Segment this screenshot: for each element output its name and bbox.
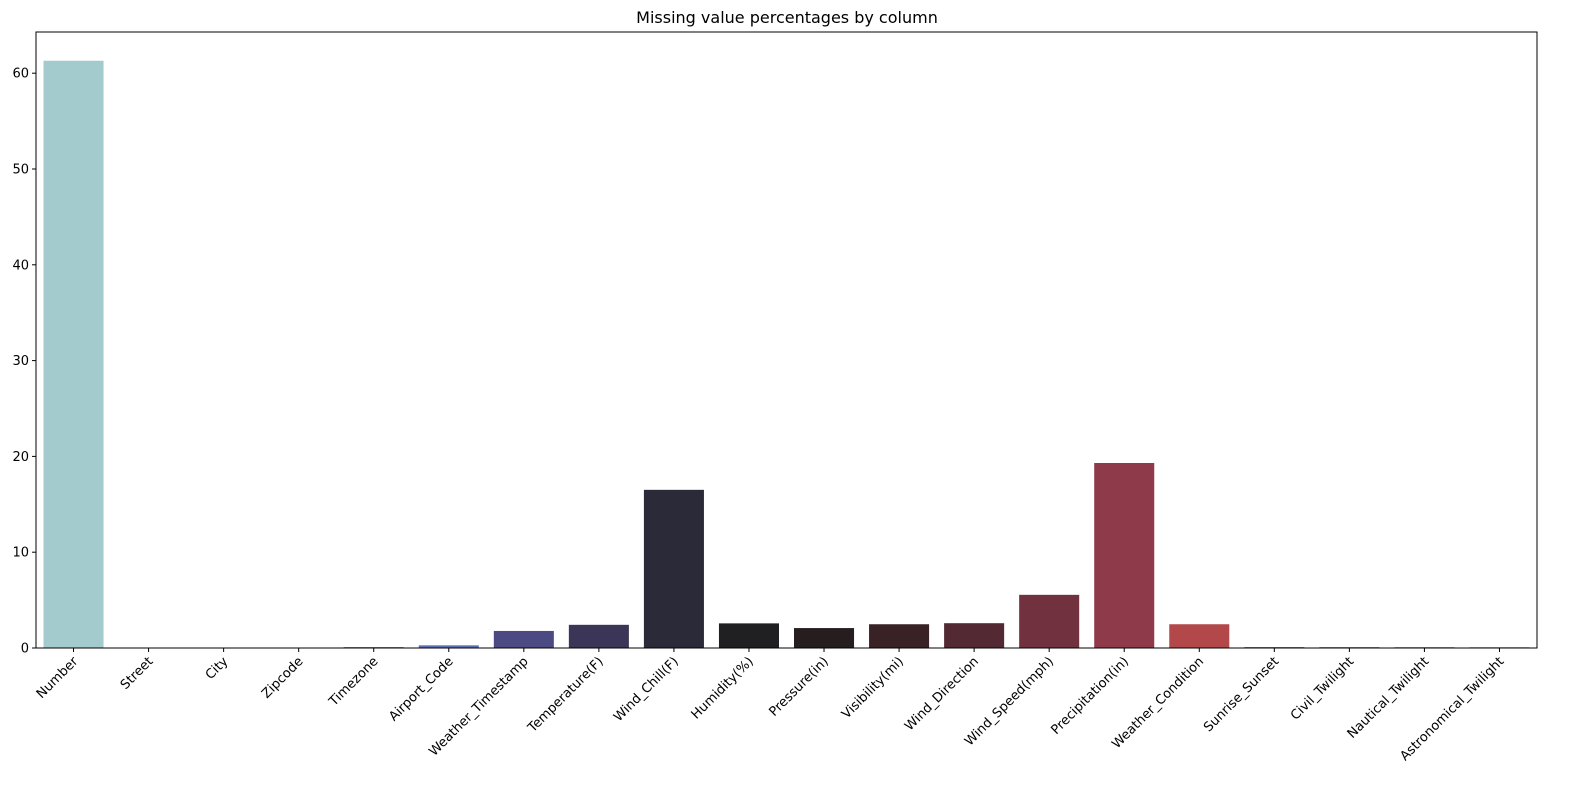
bar-precipitation-in — [1094, 463, 1155, 648]
x-tick-label: Sunrise_Sunset — [1201, 654, 1282, 735]
x-tick-label: Zipcode — [259, 654, 306, 701]
bar-wind-chill-f — [643, 489, 704, 648]
x-tick-label: Number — [34, 654, 82, 702]
bar-wind-direction — [944, 623, 1005, 648]
bar-weather-condition — [1169, 624, 1230, 648]
x-tick-label: Precipitation(in) — [1048, 654, 1132, 738]
x-tick-label: Airport_Code — [386, 654, 456, 724]
x-tick-label: Civil_Twilight — [1288, 654, 1357, 723]
y-tick-label: 10 — [12, 546, 29, 561]
x-tick-label: City — [203, 654, 232, 683]
chart-title: Missing value percentages by column — [636, 8, 938, 27]
x-axis: Number Street City Zipcode Timezone Airport_C… — [34, 648, 1507, 764]
x-tick-label: Temperature(F) — [525, 654, 607, 736]
x-tick-label: Timezone — [326, 654, 382, 710]
x-tick-label: Visibility(mi) — [839, 654, 907, 722]
y-tick-label: 30 — [12, 354, 29, 369]
y-tick-label: 20 — [12, 450, 29, 465]
x-tick-label: Wind_Direction — [902, 654, 982, 734]
x-tick-label: Wind_Chill(F) — [611, 654, 682, 725]
y-tick-label: 0 — [21, 642, 29, 657]
bar-temperature-f — [568, 624, 629, 648]
y-axis: 0 10 20 30 40 50 60 — [12, 67, 36, 657]
bar-visibility-mi — [869, 624, 930, 648]
x-tick-label: Humidity(%) — [689, 654, 757, 722]
y-tick-label: 60 — [12, 67, 29, 82]
y-tick-label: 50 — [12, 162, 29, 177]
bar-weather-timestamp — [493, 630, 554, 648]
y-tick-label: 40 — [12, 258, 29, 273]
x-tick-label: Street — [118, 654, 157, 693]
bar-airport-code — [418, 645, 479, 648]
plot-frame — [35, 31, 1538, 649]
x-tick-label: Pressure(in) — [766, 654, 831, 719]
bar-wind-speed-mph — [1019, 594, 1080, 648]
bar-number — [43, 60, 104, 648]
bars-group — [43, 60, 1530, 648]
bar-pressure-in — [794, 628, 855, 648]
x-tick-label: Nautical_Twilight — [1345, 654, 1432, 741]
bar-humidity — [718, 623, 779, 648]
